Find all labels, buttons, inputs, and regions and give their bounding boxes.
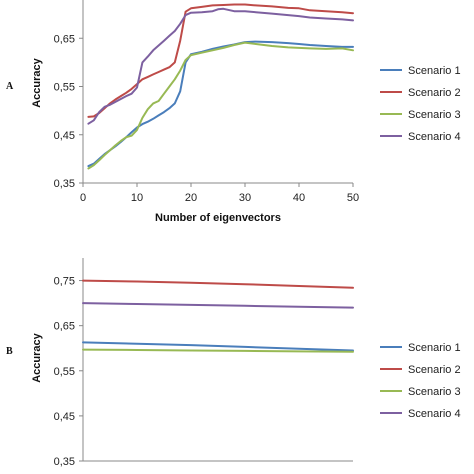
panel-a-legend-label-2: Scenario 2 <box>408 87 461 99</box>
panel-b-y-tick-label: 0,45 <box>54 411 75 423</box>
panel-b-y-tick-label: 0,65 <box>54 321 75 333</box>
panel-b-series-line-2 <box>82 279 354 289</box>
panel-b-series-line-1 <box>82 341 354 352</box>
panel-b-legend-label-1: Scenario 1 <box>408 342 461 354</box>
panel-a-legend-label-3: Scenario 3 <box>408 109 461 121</box>
panel-a-series-line-2 <box>87 3 354 118</box>
panel-a-x-tick-label: 50 <box>347 192 359 204</box>
panel-a-series-line-4 <box>87 7 354 125</box>
panel-b-y-tick-label: 0,75 <box>54 276 75 288</box>
panel-b-letter: B <box>6 346 13 357</box>
panel-b-y-tick-label: 0,55 <box>54 366 75 378</box>
panel-a-x-axis-title: Number of eigenvectors <box>155 212 281 224</box>
panel-b-plot-area: 0,35 0,45 0,55 0,65 0,75 <box>54 258 354 468</box>
panel-a-series-line-3 <box>87 41 354 170</box>
panel-b-legend-label-3: Scenario 3 <box>408 386 461 398</box>
panel-a-x-tick-label: 10 <box>131 192 143 204</box>
panel-b-legend: Scenario 1 Scenario 2 Scenario 3 Scenario 4 <box>380 342 461 420</box>
panel-a-legend: Scenario 1 Scenario 2 Scenario 3 Scenario 4 <box>380 65 461 143</box>
panel-a-letter: A <box>6 81 14 92</box>
panel-b-y-tick-label: 0,35 <box>54 456 75 468</box>
panel-a-x-tick-label: 30 <box>239 192 251 204</box>
panel-a-x-tick-label: 20 <box>185 192 197 204</box>
panel-b: B Accuracy 0,35 0,45 0,55 0,65 0,75 Scenario… <box>6 258 461 468</box>
panel-a-y-tick-label: 0,35 <box>54 178 75 190</box>
panel-a-x-tick-label: 0 <box>80 192 86 204</box>
panel-a-y-tick-label: 0,55 <box>54 82 75 94</box>
panel-b-legend-label-4: Scenario 4 <box>408 408 461 420</box>
panel-b-series-line-3 <box>82 348 354 353</box>
panel-b-y-axis-title: Accuracy <box>31 332 43 382</box>
panel-a-y-tick-label: 0,65 <box>54 33 75 45</box>
panel-a-y-axis-title: Accuracy <box>31 57 43 107</box>
panel-a-x-tick-label: 40 <box>293 192 305 204</box>
panel-a-y-tick-label: 0,45 <box>54 130 75 142</box>
panel-a-plot-area: 0,350,450,550,650,7501020304050 <box>54 0 359 204</box>
panel-a-series-line-1 <box>87 40 354 168</box>
panel-b-series-line-4 <box>82 302 354 309</box>
panel-b-legend-label-2: Scenario 2 <box>408 364 461 376</box>
panel-a: A Accuracy Number of eigenvectors 0,35 0,… <box>6 0 461 224</box>
panel-a-legend-label-1: Scenario 1 <box>408 65 461 77</box>
panel-a-legend-label-4: Scenario 4 <box>408 131 461 143</box>
